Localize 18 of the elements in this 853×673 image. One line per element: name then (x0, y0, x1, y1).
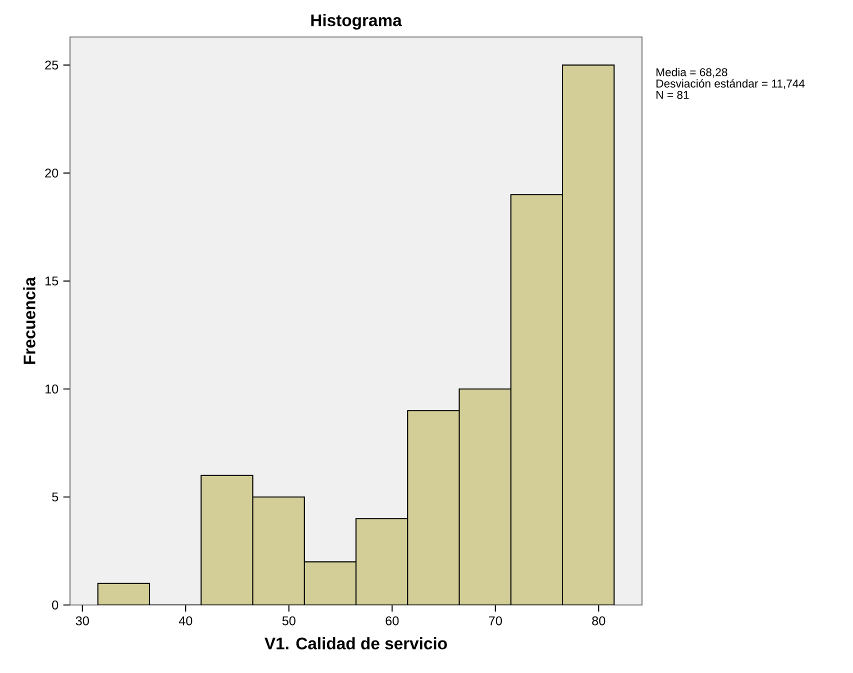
x-tick-label: 50 (282, 616, 296, 626)
x-tick-label: 70 (488, 616, 502, 626)
y-tick-label: 20 (45, 168, 58, 178)
text: Media = 68,28 (656, 68, 728, 78)
y-tick-label: 25 (45, 60, 58, 70)
x-tick-label: 40 (178, 616, 192, 626)
x-axis-title: V1. Calidad de servicio (264, 637, 447, 650)
chart-title: Histograma (311, 14, 402, 30)
x-tick-label: 30 (76, 616, 89, 626)
y-tick-label: 10 (46, 384, 58, 394)
text: N = 81 (656, 90, 689, 99)
text: Desviación estándar = 11,744 (656, 79, 805, 89)
y-axis-title: Frecuencia (23, 276, 36, 364)
y-tick-label: 5 (52, 492, 58, 502)
y-tick-label: 15 (46, 276, 58, 286)
x-tick-label: 60 (386, 616, 399, 626)
x-tick-label: 80 (592, 616, 606, 626)
y-tick-label: 0 (52, 600, 58, 610)
